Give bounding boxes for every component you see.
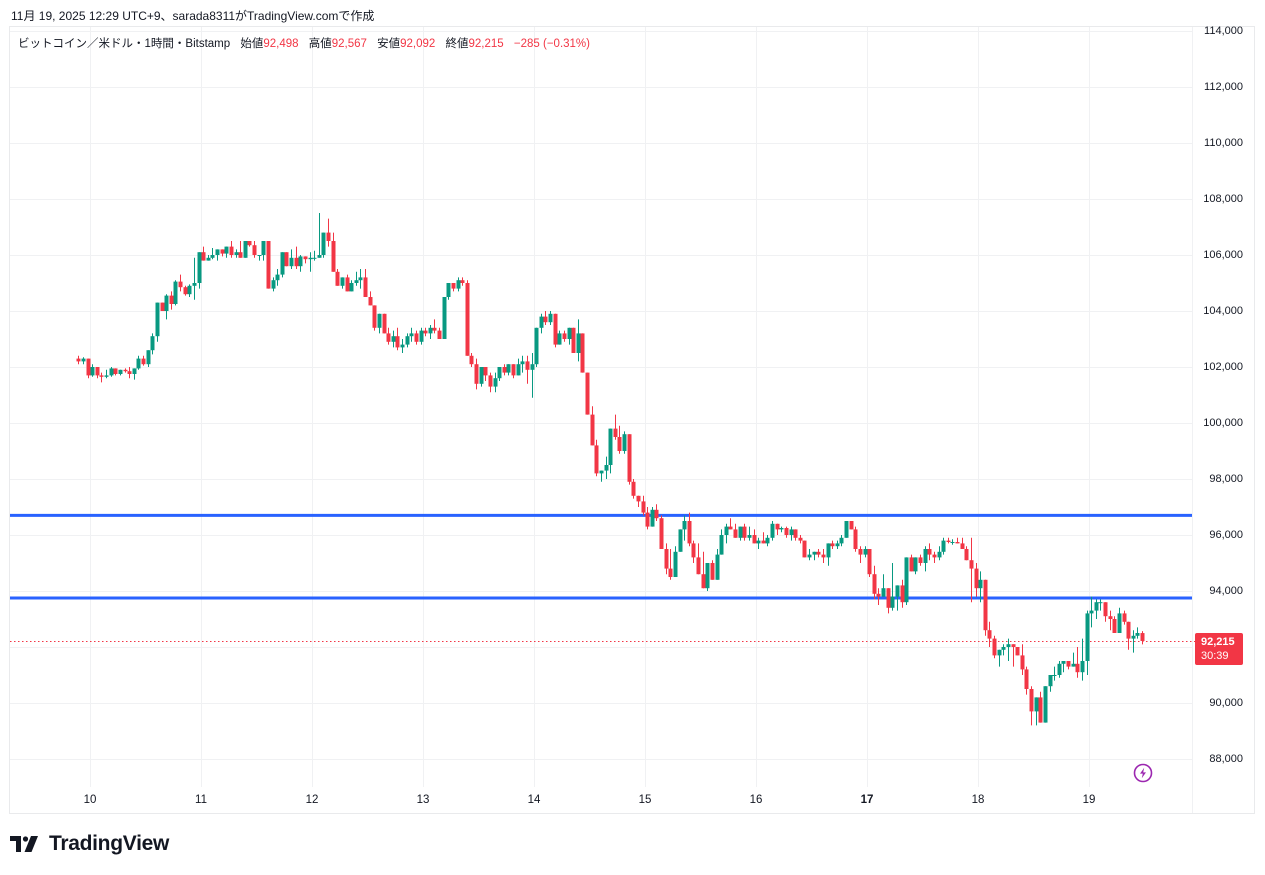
time-tick-label: 13 [416,794,430,806]
time-tick-label: 19 [1082,794,1096,806]
time-tick-label: 17 [860,794,874,806]
price-tick-label: 102,000 [1203,361,1243,373]
price-tick-label: 100,000 [1203,417,1243,429]
close-value: 92,215 [468,38,504,50]
price-tick-label: 98,000 [1209,473,1243,485]
last-price-value: 92,215 [1201,636,1235,648]
time-tick-label: 15 [638,794,652,806]
time-tick-label: 10 [83,794,97,806]
tradingview-logo[interactable]: TradingView [10,832,169,856]
price-tick-label: 90,000 [1209,697,1243,709]
price-tick-label: 104,000 [1203,305,1243,317]
close-label: 終値 [445,38,469,50]
chart-caption: 11月 19, 2025 12:29 UTC+9、sarada8311がTrad… [11,9,375,23]
horizontal-lines[interactable] [10,513,1192,600]
lightning-bolt-icon[interactable] [1133,763,1153,783]
low-label: 安値 [377,38,401,50]
open-label: 始値 [240,38,264,50]
price-tick-label: 94,000 [1209,585,1243,597]
change-value: −285 (−0.31%) [513,38,590,50]
price-tick-label: 106,000 [1203,249,1243,261]
candles [76,213,1145,726]
time-tick-label: 12 [305,794,319,806]
chart-frame [9,26,1255,814]
price-tick-label: 108,000 [1203,193,1243,205]
price-tick-label: 110,000 [1204,137,1243,149]
open-value: 92,498 [263,38,299,50]
time-tick-label: 14 [527,794,541,806]
price-tick-label: 88,000 [1209,753,1243,765]
time-tick-label: 11 [195,794,207,806]
price-tick-label: 112,000 [1204,81,1243,93]
last-price-badge: 92,215 30:39 [1195,633,1243,665]
grid-lines [10,27,1193,813]
high-value: 92,567 [331,38,367,50]
time-tick-label: 18 [971,794,985,806]
high-label: 高値 [308,38,332,50]
tradingview-logo-icon [10,836,38,852]
brand-name: TradingView [49,832,170,855]
time-tick-label: 16 [749,794,763,806]
low-value: 92,092 [400,38,436,50]
bar-countdown: 30:39 [1201,650,1229,662]
price-tick-label: 114,000 [1204,25,1243,37]
price-tick-label: 96,000 [1209,529,1243,541]
ohlc-legend: ビットコイン／米ドル・1時間・Bitstamp 始値92,498 高値92,56… [18,35,590,51]
symbol-title[interactable]: ビットコイン／米ドル・1時間・Bitstamp [18,38,231,50]
